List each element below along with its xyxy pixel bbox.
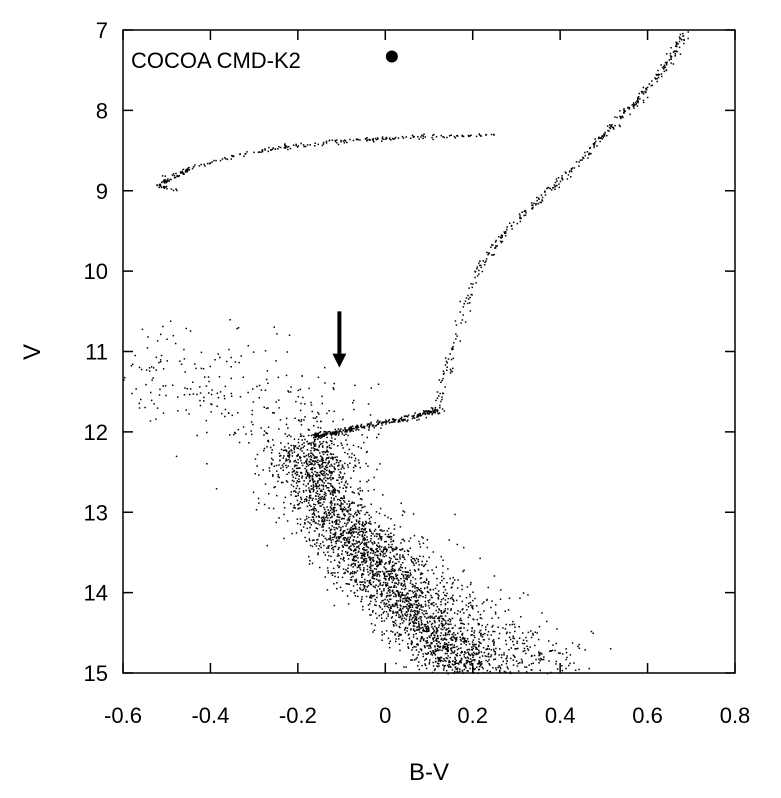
y-tick-label: 9 <box>96 179 108 204</box>
y-tick-label: 7 <box>96 18 108 43</box>
y-tick-label: 13 <box>84 500 108 525</box>
y-tick-label: 14 <box>84 581 108 606</box>
x-tick-label: -0.2 <box>279 703 317 728</box>
annotation-marker-point <box>385 50 398 63</box>
y-tick-label: 15 <box>84 661 108 686</box>
axis-ticks <box>122 29 736 674</box>
x-tick-label: 0.6 <box>632 703 663 728</box>
x-tick-label: -0.6 <box>104 703 142 728</box>
y-tick-label: 8 <box>96 98 108 123</box>
x-tick-label: 0.8 <box>720 703 751 728</box>
x-tick-label: 0.4 <box>545 703 576 728</box>
y-axis-title: V <box>19 344 46 360</box>
y-tick-label: 11 <box>85 340 108 365</box>
x-tick-labels: -0.6 -0.4 -0.2 0 0.2 0.4 0.6 0.8 <box>104 703 750 728</box>
x-tick-label: -0.4 <box>191 703 229 728</box>
chart-annotation-label: COCOA CMD-K2 <box>131 48 301 73</box>
arrow-head <box>332 353 347 368</box>
y-tick-label: 10 <box>84 259 108 284</box>
annotation-arrow <box>332 311 347 368</box>
x-tick-label: 0.2 <box>457 703 488 728</box>
x-tick-label: 0 <box>379 703 391 728</box>
x-axis-title: B-V <box>409 759 449 786</box>
y-tick-label: 12 <box>84 420 108 445</box>
y-tick-labels: 7 8 9 10 11 12 13 14 15 <box>84 18 108 686</box>
